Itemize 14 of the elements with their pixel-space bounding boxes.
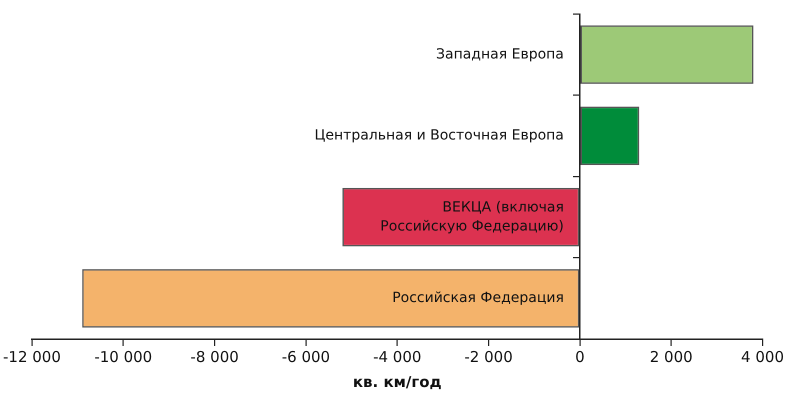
y-tick-label: Центральная и Восточная Европа bbox=[314, 128, 564, 144]
y-tick-label: Западная Европа bbox=[436, 46, 564, 62]
x-axis-title: кв. км/год bbox=[352, 372, 442, 391]
x-tick-label: 4 000 bbox=[741, 348, 784, 366]
x-tick-label: -2 000 bbox=[464, 348, 513, 366]
x-tick-label: 0 bbox=[575, 348, 585, 366]
y-tick-label: ВЕКЦА (включая Российскую Федерацию) bbox=[380, 199, 564, 234]
x-tick-label: -10 000 bbox=[94, 348, 152, 366]
y-tick-label: Российская Федерация bbox=[392, 290, 564, 306]
x-tick-label: -6 000 bbox=[282, 348, 330, 366]
x-tick-label: -8 000 bbox=[190, 348, 239, 366]
x-tick-label: 2 000 bbox=[650, 348, 693, 366]
x-tick-label: -4 000 bbox=[373, 348, 422, 366]
x-tick-label: -12 000 bbox=[2, 348, 61, 366]
